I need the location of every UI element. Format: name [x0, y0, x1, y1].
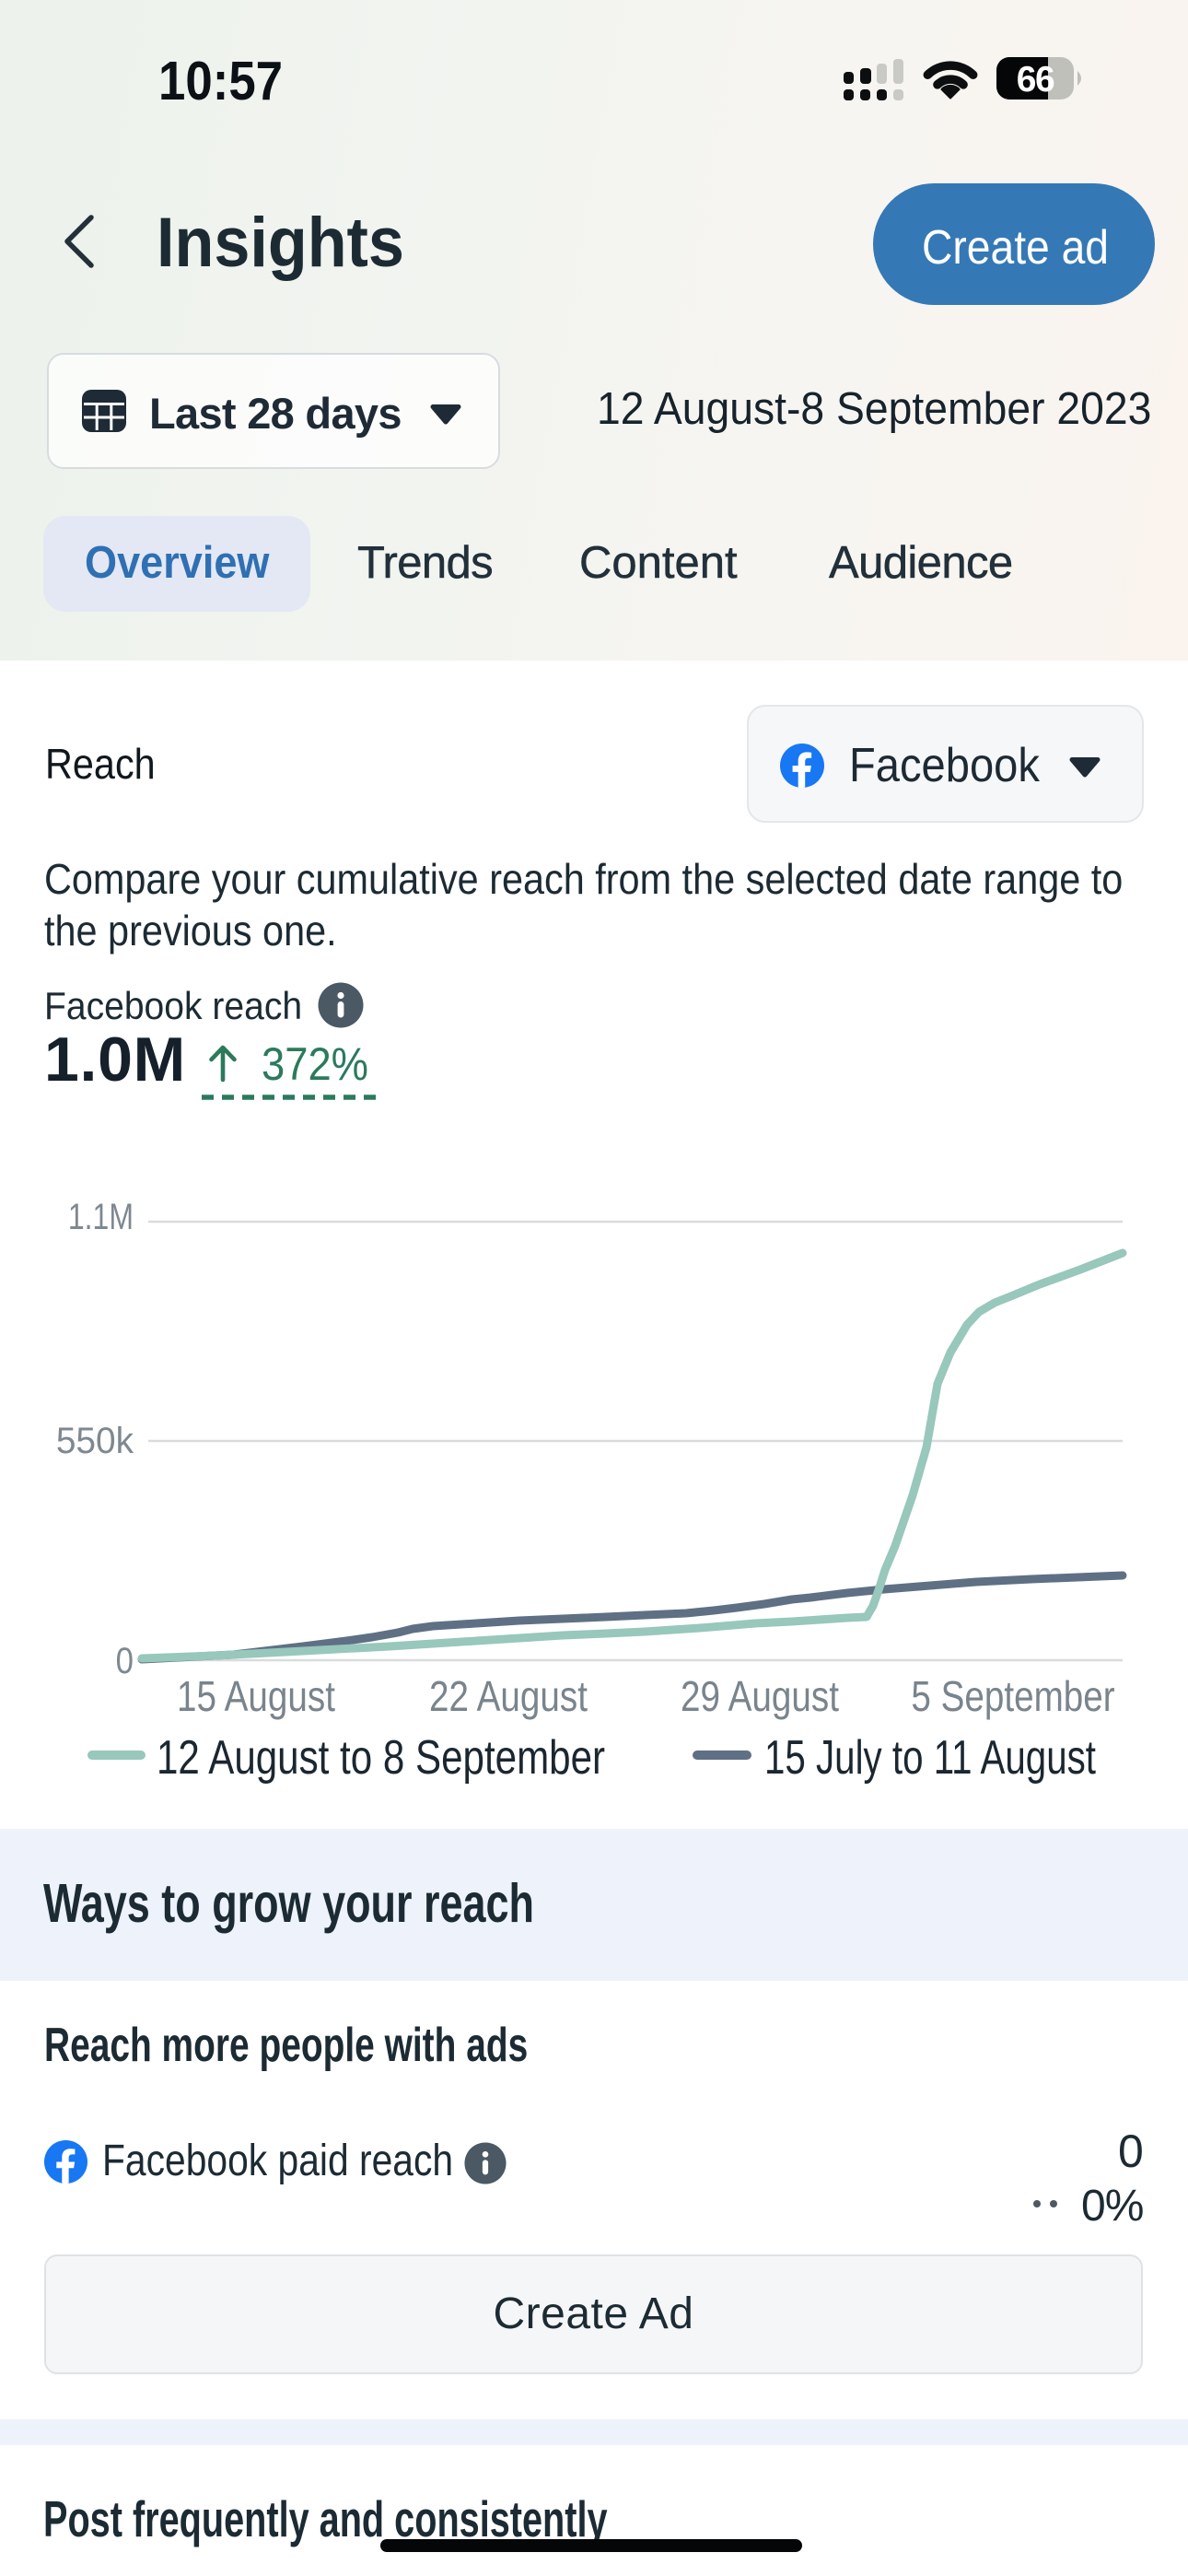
svg-text:66: 66 — [1017, 60, 1054, 100]
